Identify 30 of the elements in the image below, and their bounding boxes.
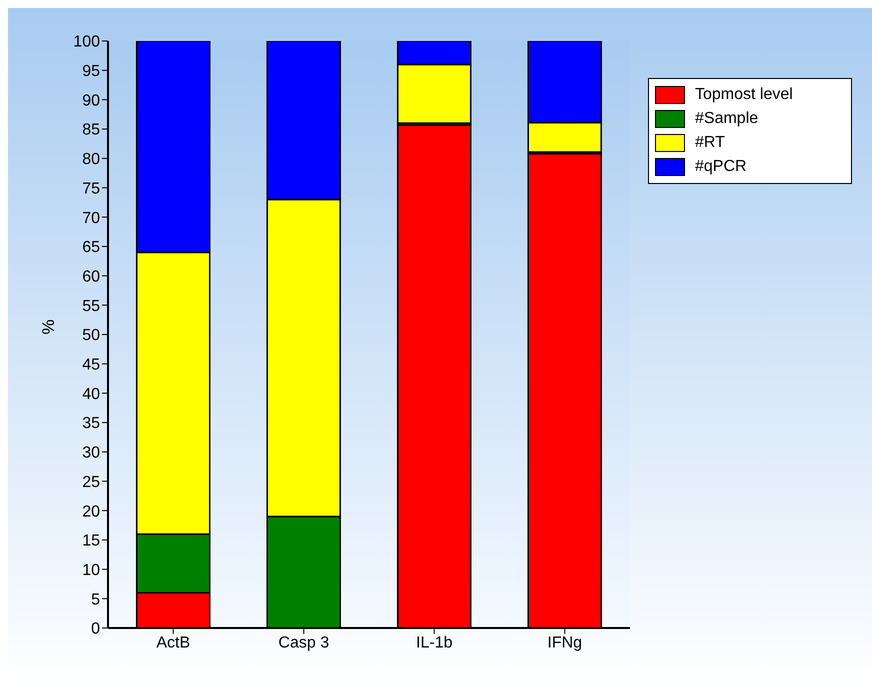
legend-label: #Sample (695, 110, 758, 128)
y-tick-label: 85 (82, 122, 100, 139)
y-tick-label: 30 (82, 444, 100, 462)
y-tick-label: 100 (73, 34, 100, 51)
legend-label: #qPCR (695, 158, 747, 176)
y-tick-label: 60 (82, 268, 100, 286)
y-tick-label: 35 (82, 415, 100, 432)
y-tick-label: 0 (91, 620, 100, 638)
y-tick-label: 55 (82, 298, 100, 315)
x-tick-label: ActB (156, 634, 190, 652)
x-tick-label: Casp 3 (278, 634, 330, 652)
y-tick-label: 10 (82, 562, 100, 579)
y-tick-label: 80 (82, 151, 100, 168)
y-tick-label: 45 (82, 356, 100, 374)
y-tick-label: 50 (82, 327, 100, 344)
y-axis-title: % (39, 319, 58, 334)
x-tick-label: IL-1b (416, 634, 453, 652)
y-tick-label: 90 (82, 92, 100, 110)
x-tick-label: IFNg (547, 634, 582, 652)
y-tick-label: 70 (82, 210, 100, 227)
y-tick-label: 20 (82, 503, 100, 520)
y-tick-label: 65 (82, 239, 100, 256)
y-tick-label: 95 (82, 63, 100, 80)
y-tick-label: 75 (82, 180, 100, 198)
y-tick-label: 40 (82, 386, 100, 403)
y-tick-label: 15 (82, 532, 100, 550)
y-tick-label: 5 (91, 591, 100, 608)
legend-label: #RT (695, 134, 725, 152)
legend-label: Topmost level (695, 86, 793, 104)
y-tick-label: 25 (82, 474, 100, 491)
